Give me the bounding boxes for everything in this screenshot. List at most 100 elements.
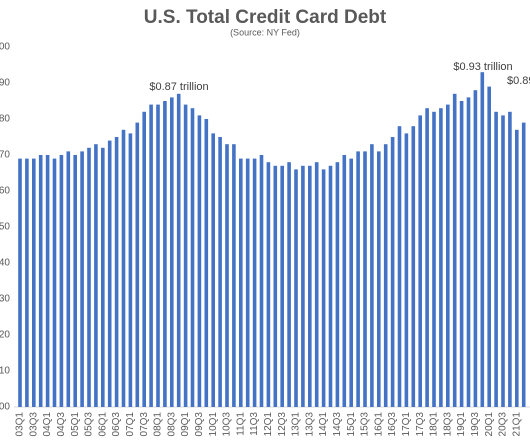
bar	[335, 162, 340, 407]
bar	[418, 115, 422, 408]
x-tick-label: 17Q1	[401, 412, 412, 437]
bar	[245, 158, 250, 407]
x-tick-label: 14Q3	[332, 412, 343, 437]
bar	[349, 158, 353, 407]
x-tick-label: 03Q3	[28, 412, 39, 437]
chart-title: U.S. Total Credit Card Debt	[144, 7, 387, 28]
x-tick-label: 18Q3	[442, 412, 453, 437]
x-tick-label: 13Q3	[304, 412, 315, 437]
bar	[218, 137, 222, 407]
x-tick-label: 14Q1	[318, 412, 329, 437]
bar	[501, 115, 505, 408]
x-tick-label: 15Q3	[360, 412, 371, 437]
bar	[183, 104, 188, 407]
bar	[301, 165, 305, 407]
bar	[66, 151, 71, 407]
bar	[114, 137, 119, 407]
y-tick-label: $0.70	[0, 150, 10, 161]
x-tick-label: 21Q1	[511, 412, 522, 437]
bar	[232, 144, 236, 407]
y-tick-label: $0.20	[0, 330, 10, 341]
bar	[45, 155, 50, 407]
bar	[446, 104, 450, 407]
bar	[128, 133, 133, 407]
bar	[480, 72, 485, 407]
bar	[363, 151, 367, 407]
bar	[239, 158, 243, 407]
x-tick-label: 18Q1	[429, 412, 440, 437]
bar	[252, 158, 257, 407]
bar	[163, 101, 167, 407]
y-tick-label: $0.90	[0, 78, 10, 89]
y-tick-label: $1.00	[0, 42, 10, 53]
y-tick-label: $0.40	[0, 258, 10, 269]
bar	[190, 108, 195, 407]
bar	[280, 165, 284, 407]
bar	[225, 144, 229, 407]
bar	[156, 104, 160, 407]
y-tick-label: $0.00	[0, 402, 10, 413]
bar	[383, 144, 388, 407]
y-tick-label: $0.30	[0, 294, 10, 305]
x-tick-label: 19Q3	[470, 412, 481, 437]
bar	[101, 147, 105, 408]
x-tick-label: 04Q3	[56, 412, 67, 437]
x-tick-label: 06Q3	[111, 412, 122, 437]
bar	[404, 133, 409, 407]
bar	[452, 93, 457, 408]
bar	[342, 155, 347, 407]
bar	[18, 158, 22, 407]
x-tick-label: 20Q3	[498, 412, 509, 437]
bar	[487, 86, 491, 407]
bar	[397, 126, 402, 407]
bar	[473, 90, 478, 407]
bar	[121, 129, 126, 408]
y-tick-label: $0.80	[0, 114, 10, 125]
bar	[59, 155, 64, 407]
x-tick-label: 20Q1	[484, 412, 495, 437]
bar	[170, 97, 174, 408]
bar	[211, 133, 215, 407]
bar	[87, 147, 91, 408]
bar	[411, 126, 416, 407]
bar	[142, 111, 146, 408]
x-tick-label: 03Q1	[15, 412, 26, 437]
bar	[377, 151, 381, 407]
x-tick-label: 17Q3	[415, 412, 426, 437]
x-tick-label: 07Q3	[139, 412, 150, 437]
y-tick-label: $0.50	[0, 222, 10, 233]
bar	[466, 97, 471, 408]
x-tick-label: 12Q3	[277, 412, 288, 437]
bar	[52, 158, 57, 407]
bar	[390, 137, 395, 407]
bar	[135, 122, 140, 407]
chart-subtitle: (Source: NY Fed)	[230, 27, 300, 37]
bar	[259, 155, 264, 407]
y-tick-label: $0.60	[0, 186, 10, 197]
x-tick-label: 09Q3	[194, 412, 205, 437]
x-tick-label: 10Q3	[222, 412, 233, 437]
bar	[94, 144, 98, 407]
x-tick-label: 05Q1	[70, 412, 81, 437]
x-tick-label: 09Q1	[180, 412, 191, 437]
bar	[266, 162, 271, 407]
bar	[176, 93, 181, 408]
annotation: $0.89 trillion	[507, 75, 530, 87]
y-tick-label: $0.10	[0, 366, 10, 377]
bar	[459, 101, 464, 407]
bar	[521, 122, 526, 407]
bar	[308, 165, 312, 407]
bar	[197, 115, 202, 408]
bar	[32, 158, 36, 407]
x-tick-label: 19Q1	[456, 412, 467, 437]
x-tick-label: 11Q1	[235, 412, 246, 436]
bar	[273, 165, 278, 407]
x-tick-label: 08Q3	[166, 412, 177, 437]
x-tick-label: 08Q1	[153, 412, 164, 437]
bar	[73, 155, 77, 407]
x-tick-label: 04Q1	[42, 412, 53, 437]
x-tick-label: 07Q1	[125, 412, 136, 437]
bar	[439, 108, 443, 407]
bar	[80, 151, 84, 407]
